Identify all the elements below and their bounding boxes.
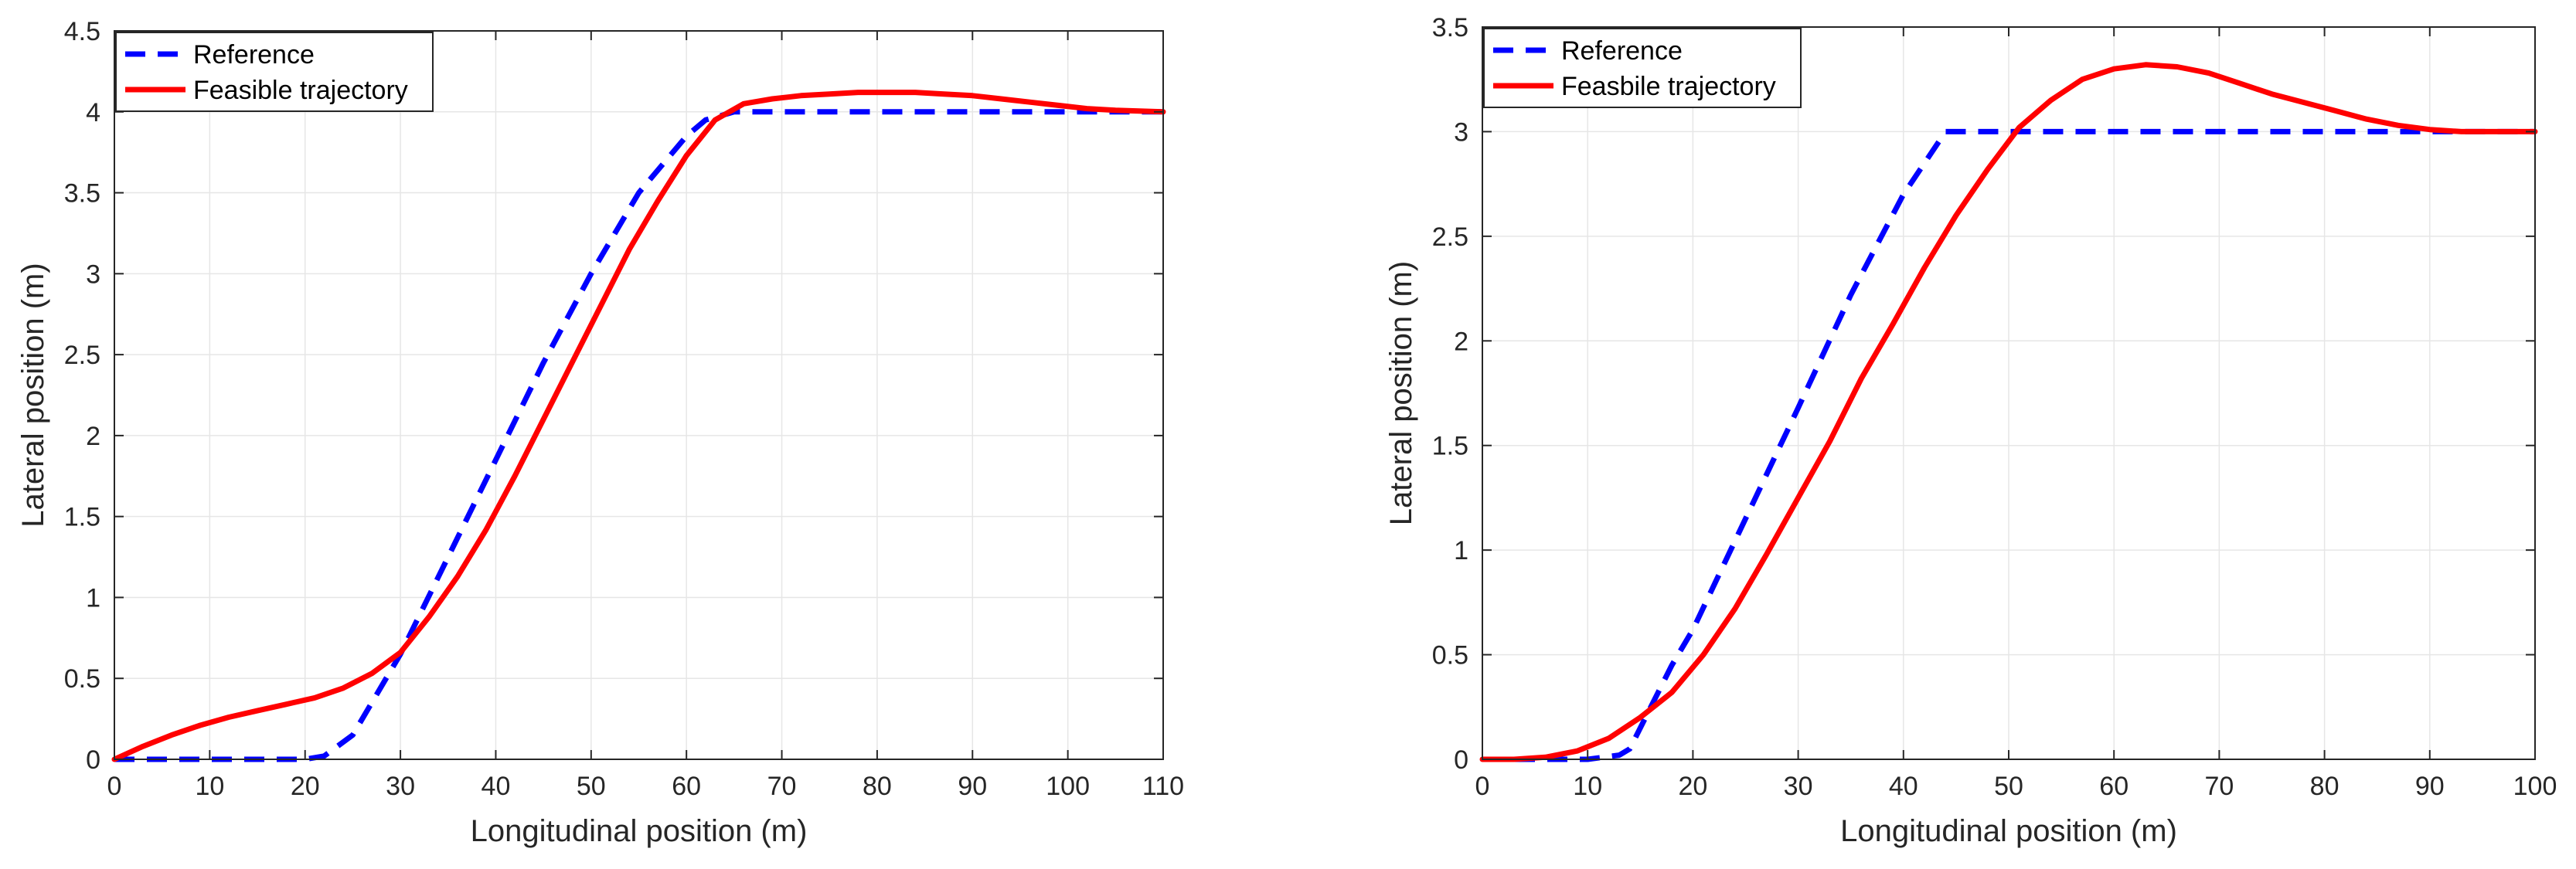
y-tick-label: 4.5 xyxy=(64,17,100,46)
legend-label-2: Feasible trajectory xyxy=(193,76,408,105)
x-tick-label: 0 xyxy=(1475,772,1490,801)
y-tick-label: 0.5 xyxy=(1432,641,1468,670)
x-tick-label: 30 xyxy=(386,772,415,801)
x-tick-label: 100 xyxy=(2513,772,2557,801)
legend: Reference Feasbile trajectory xyxy=(1483,28,1802,108)
y-tick-label: 0 xyxy=(1454,745,1468,775)
x-tick-label: 100 xyxy=(1046,772,1090,801)
y-tick-label: 3 xyxy=(1454,117,1468,147)
x-axis-label: Longitudinal position (m) xyxy=(471,814,808,848)
x-tick-label: 40 xyxy=(1889,772,1918,801)
series-line-1 xyxy=(1482,128,2535,762)
x-tick-label: 20 xyxy=(1678,772,1707,801)
x-tick-label: 10 xyxy=(1573,772,1602,801)
x-tick-label: 90 xyxy=(958,772,987,801)
series-line-2 xyxy=(1479,62,2538,762)
y-tick-label: 2.5 xyxy=(64,341,100,370)
y-axis-label: Lateral position (m) xyxy=(16,263,50,527)
y-tick-label: 2 xyxy=(86,422,100,451)
x-tick-label: 0 xyxy=(107,772,122,801)
x-tick-label: 90 xyxy=(2415,772,2445,801)
y-tick-label: 1.5 xyxy=(1432,432,1468,461)
chart-1: 0 10 20 30 40 50 60 70 80 90 100 110 0 0.5 1 1.5 2 2.5 3 3.… xyxy=(16,17,1184,848)
y-axis-label: Lateral position (m) xyxy=(1384,261,1418,525)
y-tick-label: 3 xyxy=(86,260,100,289)
plot-area xyxy=(114,31,1163,759)
x-tick-label: 70 xyxy=(767,772,797,801)
y-tick-label: 1 xyxy=(1454,536,1468,565)
x-axis-label: Longitudinal position (m) xyxy=(1840,814,2177,848)
legend: Reference Feasible trajectory xyxy=(115,32,434,112)
x-tick-label: 70 xyxy=(2204,772,2234,801)
series-line-2 xyxy=(111,90,1166,762)
x-tick-label: 40 xyxy=(482,772,511,801)
chart-2: 0 10 20 30 40 50 60 70 80 90 100 0 0.5 1 1.5 2 2.5 3 3.5 Lo… xyxy=(1384,13,2557,848)
legend-label-2: Feasbile trajectory xyxy=(1561,72,1776,101)
x-tick-label: 80 xyxy=(863,772,892,801)
x-tick-label: 30 xyxy=(1784,772,1813,801)
x-tick-label: 50 xyxy=(577,772,606,801)
y-tick-label: 4 xyxy=(86,98,100,127)
legend-label-1: Reference xyxy=(1561,36,1683,66)
y-tick-label: 0 xyxy=(86,745,100,775)
x-tick-label: 50 xyxy=(1994,772,2023,801)
axes-box xyxy=(114,30,1164,760)
x-tick-label: 20 xyxy=(291,772,320,801)
x-tick-label: 60 xyxy=(2099,772,2129,801)
x-tick-label: 80 xyxy=(2310,772,2339,801)
x-tick-label: 60 xyxy=(672,772,701,801)
legend-box xyxy=(115,32,434,112)
legend-label-1: Reference xyxy=(193,40,315,70)
y-tick-label: 1.5 xyxy=(64,503,100,532)
y-tick-label: 0.5 xyxy=(64,664,100,694)
y-tick-label: 3.5 xyxy=(1432,13,1468,42)
y-tick-label: 2.5 xyxy=(1432,222,1468,252)
y-tick-label: 2 xyxy=(1454,327,1468,356)
y-tick-label: 3.5 xyxy=(64,179,100,209)
legend-box xyxy=(1483,28,1802,108)
series-line-1 xyxy=(114,109,1163,762)
x-tick-label: 10 xyxy=(195,772,224,801)
x-tick-label: 110 xyxy=(1142,772,1184,801)
y-tick-label: 1 xyxy=(86,583,100,613)
